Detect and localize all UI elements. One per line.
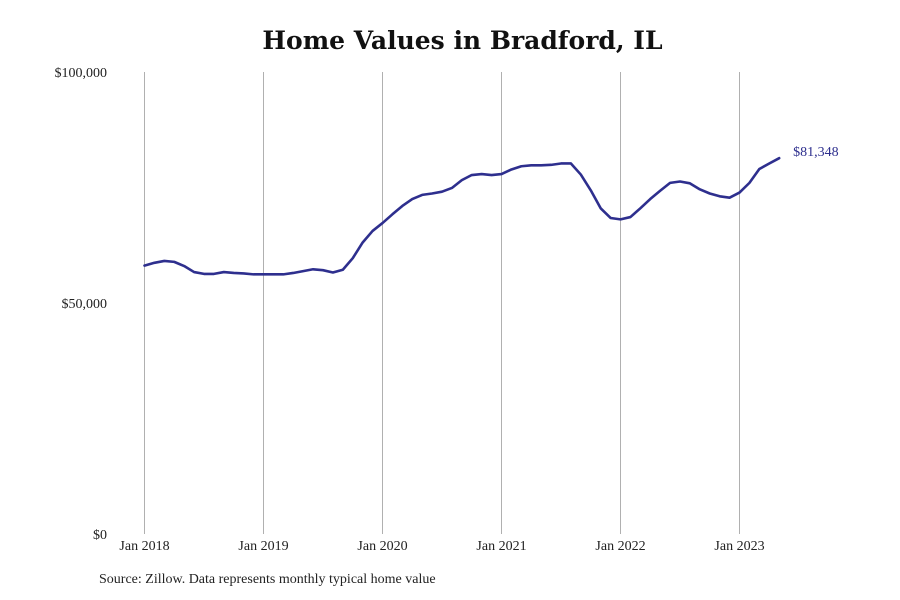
y-tick-label: $100,000 <box>55 66 108 81</box>
x-tick-label: Jan 2023 <box>714 539 764 554</box>
series-line-0 <box>143 156 781 276</box>
y-tick-label: $50,000 <box>62 297 108 312</box>
x-axis-ticks: Jan 2018 Jan 2019 Jan 2020 Jan 2021 Jan 2022… <box>119 539 764 554</box>
x-tick-label: Jan 2020 <box>357 539 407 554</box>
annotation-layer: $81,348 <box>793 145 839 160</box>
source-note: Source: Zillow. Data represents monthly … <box>99 572 436 587</box>
end-value-label: $81,348 <box>793 145 839 160</box>
series-layer <box>143 156 781 276</box>
x-tick-label: Jan 2019 <box>238 539 288 554</box>
chart-title: Home Values in Bradford, IL <box>262 26 663 55</box>
x-tick-label: Jan 2021 <box>476 539 526 554</box>
x-tick-label: Jan 2022 <box>595 539 645 554</box>
y-tick-label: $0 <box>93 528 107 543</box>
x-tick-label: Jan 2018 <box>119 539 169 554</box>
gridlines <box>144 72 740 534</box>
y-axis-ticks: $0 $50,000 $100,000 <box>55 66 108 543</box>
